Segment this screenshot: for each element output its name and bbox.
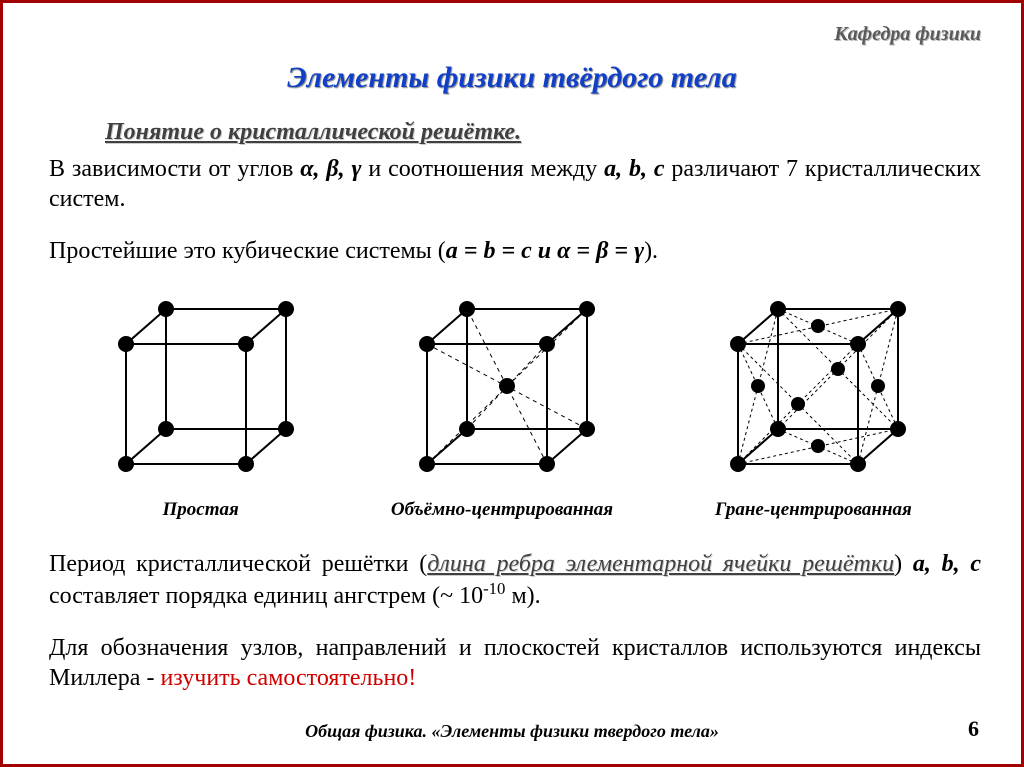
diagram-simple: Простая: [96, 294, 306, 521]
p3-emph: длина ребра элементарной ячейки решётки: [427, 551, 894, 577]
p4-red: изучить самостоятельно!: [160, 665, 416, 691]
subtitle: Понятие о кристаллической решётке.: [105, 119, 991, 146]
diagram-fcc: Гране-центрированная: [698, 294, 928, 521]
p1-greek: α, β, γ: [300, 156, 361, 182]
p2-equation: a = b = c и α = β = γ: [446, 238, 644, 264]
p2-text-a: Простейшие это кубические системы (: [49, 238, 446, 264]
p1-vars: a, b, c: [604, 156, 664, 182]
p3-d: м).: [505, 583, 540, 609]
p1-text-a: В зависимости от углов: [49, 156, 300, 182]
diagram-bcc: Объёмно-центрированная: [391, 294, 613, 521]
paragraph-4: Для обозначения узлов, направлений и пло…: [49, 633, 981, 693]
cube-fcc-svg: [698, 294, 928, 484]
cube-bcc-svg: [397, 294, 607, 484]
paragraph-2: Простейшие это кубические системы (a = b…: [49, 236, 981, 266]
slide: Кафедра физики Элементы физики твёрдого …: [0, 0, 1024, 767]
label-bcc: Объёмно-центрированная: [391, 499, 613, 521]
p3-b: ): [894, 551, 913, 577]
slide-title: Элементы физики твёрдого тела: [33, 61, 991, 95]
p3-c: составляет порядка единиц ангстрем (~ 10: [49, 583, 483, 609]
p3-a: Период кристаллической решётки (: [49, 551, 427, 577]
label-simple: Простая: [96, 499, 306, 521]
diagram-row: Простая: [53, 294, 971, 521]
page-number: 6: [968, 716, 979, 742]
label-fcc: Гране-центрированная: [698, 499, 928, 521]
paragraph-1: В зависимости от углов α, β, γ и соотнош…: [49, 154, 981, 214]
p3-sup: -10: [483, 579, 505, 598]
department-label: Кафедра физики: [834, 23, 981, 46]
p1-text-b: и соотношения между: [362, 156, 605, 182]
footer: Общая физика. «Элементы физики твердого …: [3, 721, 1021, 742]
cube-simple-svg: [96, 294, 306, 484]
paragraph-3: Период кристаллической решётки (длина ре…: [49, 549, 981, 611]
footer-text: Общая физика. «Элементы физики твердого …: [3, 721, 1021, 742]
p3-vars: a, b, c: [913, 551, 981, 577]
p2-text-b: ).: [644, 238, 658, 264]
